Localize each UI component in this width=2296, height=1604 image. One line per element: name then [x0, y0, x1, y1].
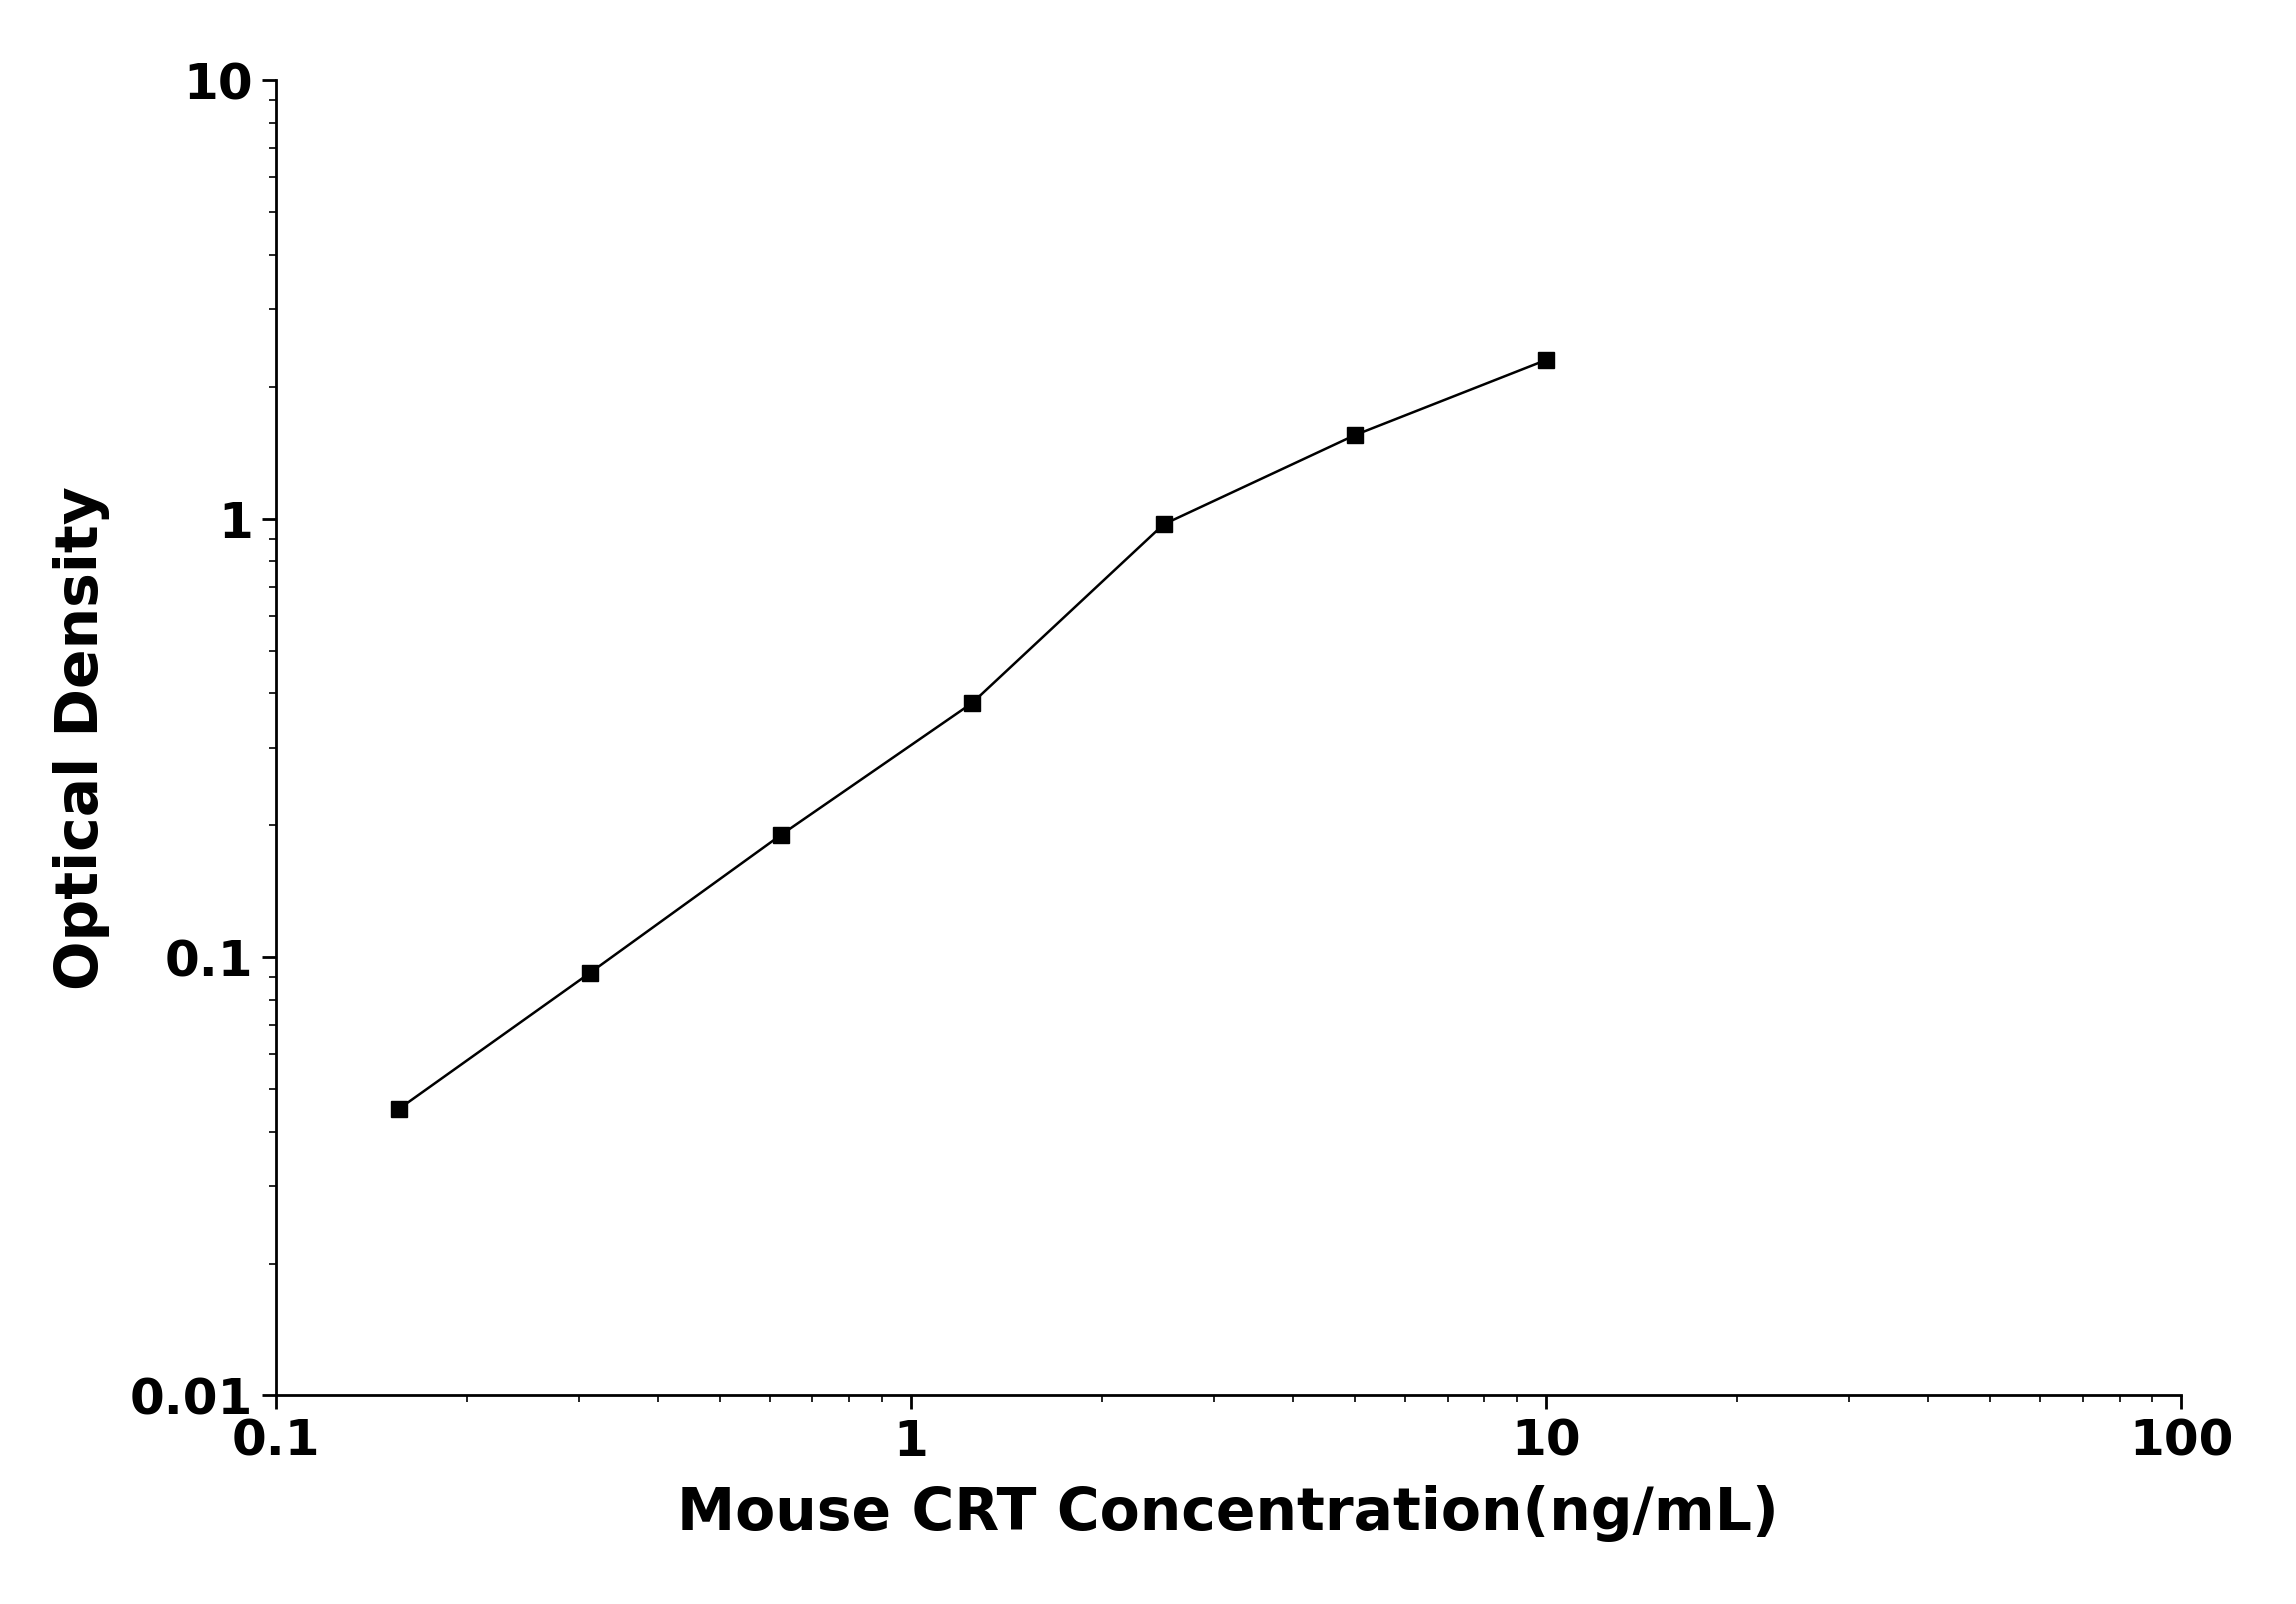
X-axis label: Mouse CRT Concentration(ng/mL): Mouse CRT Concentration(ng/mL): [677, 1485, 1779, 1541]
Y-axis label: Optical Density: Optical Density: [53, 486, 110, 990]
